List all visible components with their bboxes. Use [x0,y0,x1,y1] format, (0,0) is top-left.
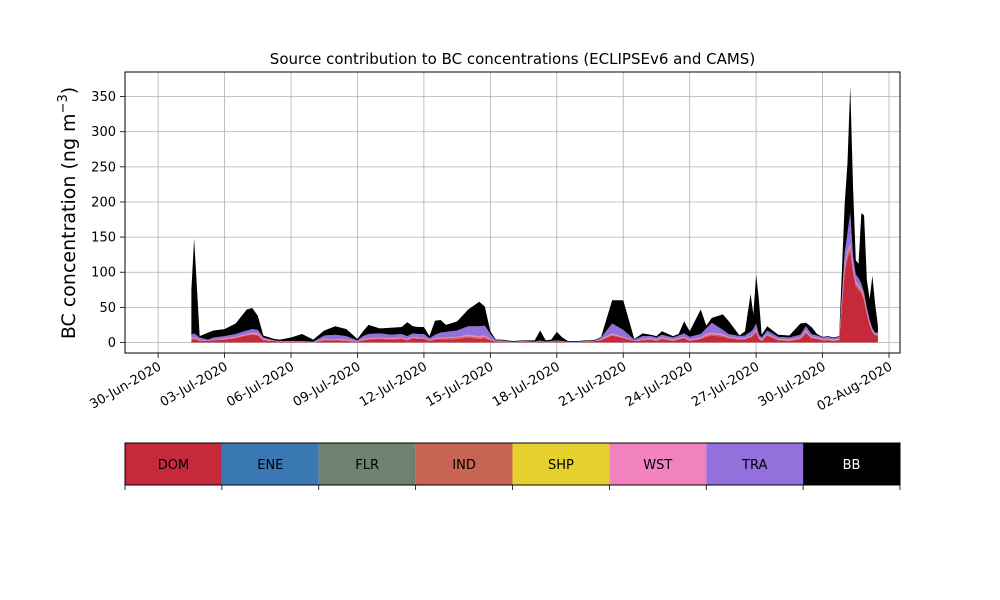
legend-swatch-shp [512,443,610,485]
x-tick-label: 15-Jul-2020 [424,359,497,410]
legend-label-wst: WST [643,458,672,473]
y-axis: 0 50 100 150 200 250 300 350 [91,90,125,351]
area-shp [191,246,878,343]
legend-swatch-dom [125,443,222,485]
y-tick-label: 100 [91,266,116,281]
area-tra [191,212,878,343]
x-tick-label: 21-Jul-2020 [556,359,629,410]
legend-label-bb: BB [843,458,861,473]
x-tick-label: 03-Jul-2020 [158,359,231,410]
legend-swatch-ene [221,443,319,485]
legend-swatch-flr [318,443,416,485]
x-tick-label: 30-Jun-2020 [87,359,164,412]
x-tick-label: 12-Jul-2020 [357,359,430,410]
legend-swatch-tra [706,443,804,485]
x-axis: 30-Jun-202003-Jul-202006-Jul-202009-Jul-… [87,353,895,415]
y-axis-label-superscript: −3 [56,94,71,113]
legend-label-ene: ENE [257,458,283,473]
stacked-areas [191,86,878,343]
y-axis-label-close: ) [58,87,80,94]
x-tick-label: 27-Jul-2020 [689,359,762,410]
area-ene [191,251,878,343]
y-axis-label-main: BC concentration (ng m [58,113,80,339]
legend-label-flr: FLR [355,458,379,473]
legend-label-shp: SHP [548,458,574,473]
y-tick-label: 200 [91,195,116,210]
y-tick-label: 250 [91,160,116,175]
legend-swatch-bb [803,443,900,485]
y-tick-label: 350 [91,90,116,105]
y-tick-label: 0 [108,336,116,351]
x-tick-label: 18-Jul-2020 [490,359,563,410]
x-tick-label: 24-Jul-2020 [623,359,696,410]
x-tick-label: 02-Aug-2020 [815,359,895,414]
legend-swatch-wst [609,443,707,485]
legend-colorbar: DOM ENE FLR IND SHP WST TRA BB [124,442,901,490]
area-flr [191,251,878,343]
plot-frame [124,71,901,354]
x-tick-label: 09-Jul-2020 [291,359,364,410]
y-tick-label: 300 [91,125,116,140]
legend-label-tra: TRA [741,458,767,473]
y-axis-label: BC concentration (ng m−3) [56,87,80,339]
chart-title: Source contribution to BC concentrations… [270,50,755,68]
area-bb [191,86,878,342]
area-ind [191,246,878,343]
legend-label-dom: DOM [158,458,189,473]
y-tick-label: 50 [99,301,116,316]
area-dom [191,251,878,343]
legend-label-ind: IND [452,458,476,473]
grid [125,72,900,353]
x-tick-label: 06-Jul-2020 [224,359,297,410]
legend-swatch-ind [415,443,513,485]
y-tick-label: 150 [91,231,116,246]
area-wst [191,244,878,343]
